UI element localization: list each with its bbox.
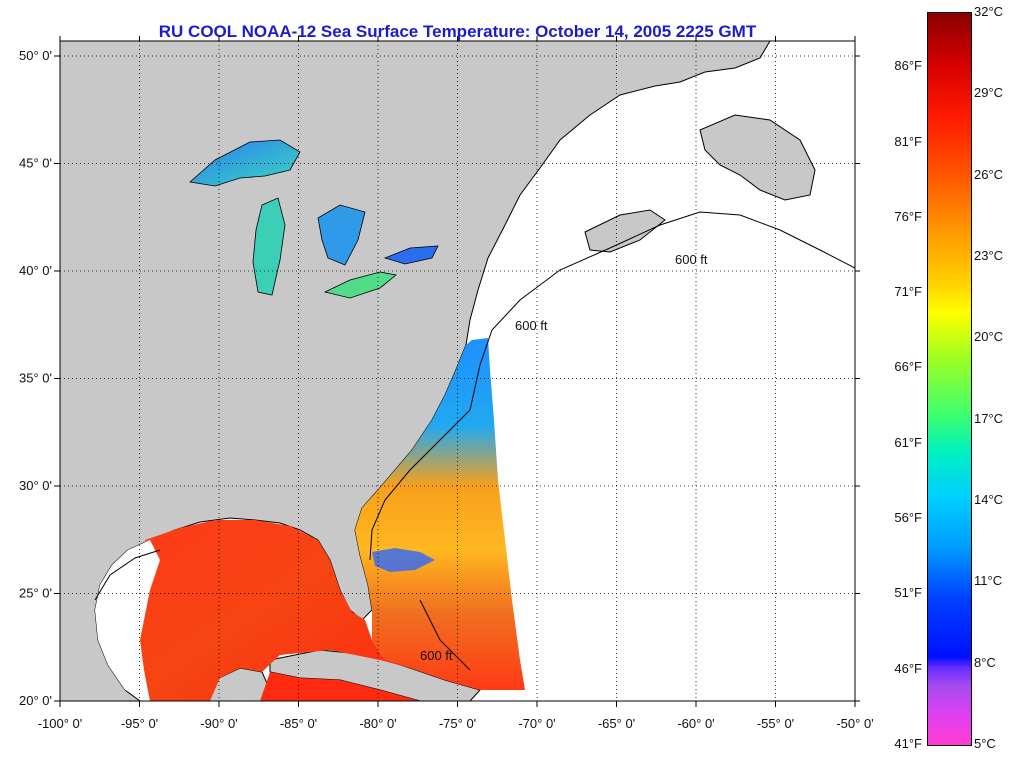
longitude-label: -70° 0' [518,716,555,731]
colorbar-celsius-label: 23°C [974,248,1004,263]
lake-superior [189,139,301,187]
longitude-label: -90° 0' [200,716,237,731]
lake-ontario [383,245,439,265]
latitude-labels: 20° 0' 25° 0' 30° 0' 35° 0' 40° 0' 45° 0' 50° … [19,48,52,708]
longitude-label: -85° 0' [280,716,317,731]
latitude-label: 20° 0' [19,693,52,708]
colorbar-fahrenheit-label: 56°F [894,510,922,526]
longitude-label: -75° 0' [439,716,476,731]
colorbar-fahrenheit-label: 61°F [894,434,922,450]
longitude-label: -50° 0' [836,716,873,731]
latitude-label: 45° 0' [19,156,52,171]
contour-label: 600 ft [675,252,708,267]
colorbar-celsius-label: 29°C [974,85,1004,101]
contour-label: 600 ft [420,648,453,663]
colorbar-fahrenheit-label: 81°F [894,133,922,149]
colorbar-fahrenheit-label: 46°F [894,660,922,676]
lake-erie [323,271,397,299]
colorbar-celsius-label: 8°C [974,654,996,670]
land-newfoundland [699,114,816,201]
graticule [60,41,855,701]
contour-label: 600 ft [515,318,548,333]
latitude-label: 35° 0' [19,371,52,386]
longitude-label: -65° 0' [598,716,635,731]
sst-caribbean [260,672,420,701]
colorbar-celsius-label: 5°C [974,736,996,751]
latitude-label: 40° 0' [19,263,52,278]
latitude-label: 50° 0' [19,48,52,63]
colorbar-fahrenheit-label: 86°F [894,58,922,74]
longitude-labels: -100° 0' -95° 0' -90° 0' -85° 0' -80° 0' -75°… [38,716,874,731]
longitude-label: -95° 0' [121,716,158,731]
colorbar-fahrenheit-label: 66°F [894,359,922,375]
colorbar-fahrenheit-label: 41°F [894,736,922,751]
longitude-label: -100° 0' [38,716,83,731]
axis-ticks [54,36,860,707]
longitude-label: -55° 0' [757,716,794,731]
longitude-label: -60° 0' [677,716,714,731]
colorbar-celsius-label: 14°C [974,492,1004,507]
sst-gulf-of-mexico [132,520,410,701]
colorbar-celsius-label: 26°C [974,166,1004,182]
colorbar-celsius-label: 11°C [974,573,1003,589]
latitude-label: 30° 0' [19,478,52,493]
colorbar-fahrenheit-label: 76°F [894,208,922,224]
colorbar-celsius-label: 20°C [974,329,1004,345]
colorbar-celsius-label: 32°C [974,4,1004,19]
longitude-label: -80° 0' [359,716,396,731]
colorbar-celsius-label: 17°C [974,410,1004,426]
colorbar-fahrenheit-label: 71°F [894,284,922,300]
latitude-label: 25° 0' [19,586,52,601]
sst-atlantic-cold-patch [372,548,435,572]
sst-atlantic-swath [355,338,525,690]
sst-gulf-nodata [95,540,160,701]
lake-huron [317,204,366,266]
map-title: RU COOL NOAA-12 Sea Surface Temperature:… [158,22,757,41]
contour-600ft [94,211,855,671]
colorbar [927,12,972,746]
colorbar-fahrenheit-label: 51°F [894,585,922,601]
land-nova-scotia [584,209,666,253]
